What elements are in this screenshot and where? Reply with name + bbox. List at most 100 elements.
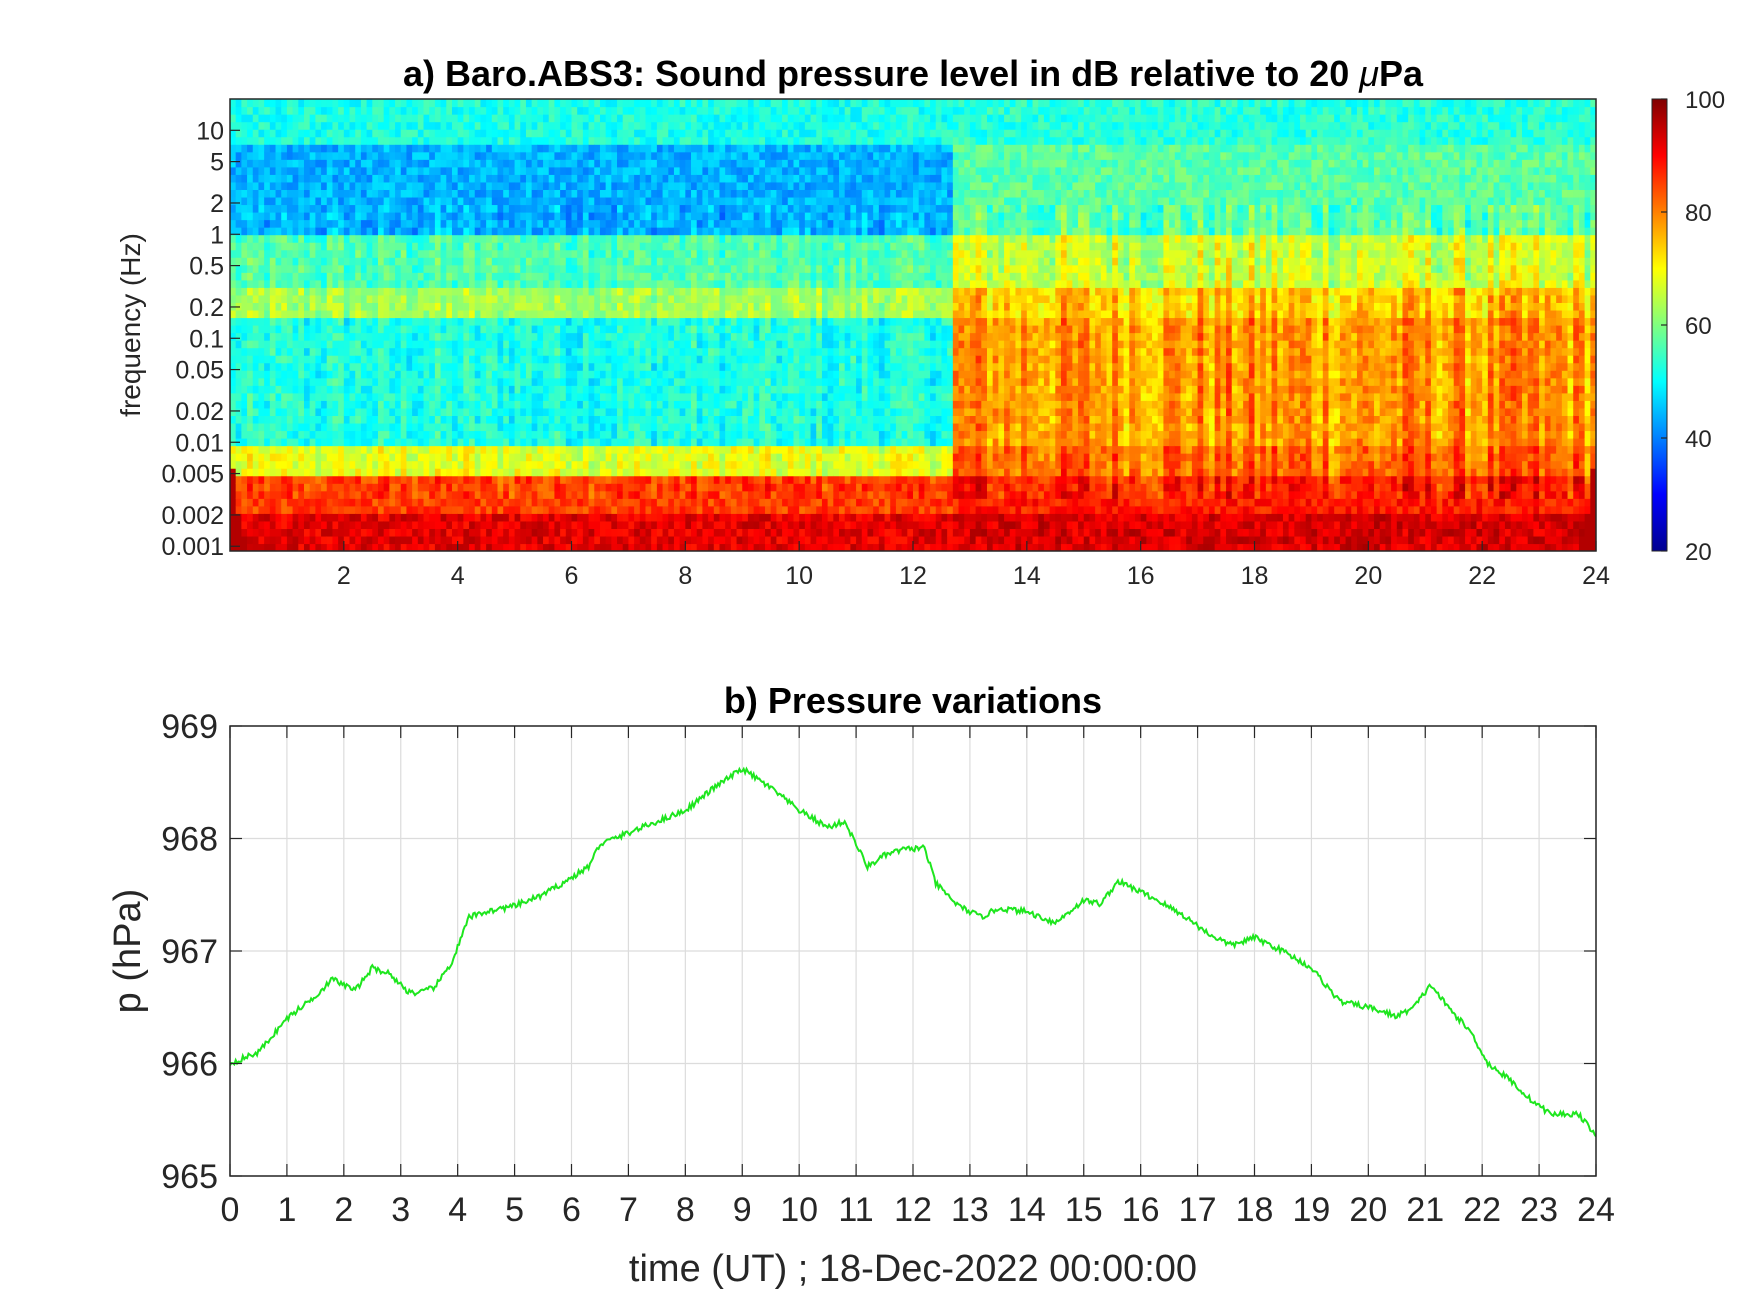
heatmap-cell xyxy=(662,438,669,447)
heatmap-cell xyxy=(497,392,504,401)
heatmap-cell xyxy=(599,159,607,168)
heatmap-cell xyxy=(508,498,516,507)
heatmap-cell xyxy=(531,144,538,153)
heatmap-cell xyxy=(377,513,385,522)
heatmap-cell xyxy=(582,355,590,364)
heatmap-cell xyxy=(451,129,459,138)
heatmap-cell xyxy=(577,181,584,190)
heatmap-cell xyxy=(457,400,464,409)
heatmap-cell xyxy=(252,151,260,160)
heatmap-cell xyxy=(417,475,425,484)
heatmap-cell xyxy=(457,483,464,492)
heatmap-cell xyxy=(275,453,282,462)
heatmap-cell xyxy=(525,490,533,499)
heatmap-cell xyxy=(451,106,459,115)
heatmap-cell xyxy=(560,445,567,454)
heatmap-cell xyxy=(577,151,584,160)
heatmap-cell xyxy=(594,528,601,537)
heatmap-cell xyxy=(469,189,476,198)
heatmap-cell xyxy=(520,438,527,447)
heatmap-cell xyxy=(451,460,459,469)
heatmap-cell xyxy=(520,99,527,108)
heatmap-cell xyxy=(429,309,436,319)
heatmap-cell xyxy=(292,490,299,499)
heatmap-cell xyxy=(611,99,618,108)
heatmap-cell xyxy=(645,483,652,492)
heatmap-cell xyxy=(543,377,550,386)
heatmap-cell xyxy=(360,166,368,175)
heatmap-cell xyxy=(525,264,533,273)
heatmap-cell xyxy=(315,121,322,130)
heatmap-cell xyxy=(309,355,316,364)
heatmap-cell xyxy=(446,385,453,394)
heatmap-cell xyxy=(343,483,351,492)
heatmap-cell xyxy=(230,377,237,386)
heatmap-cell xyxy=(622,475,630,484)
heatmap-cell xyxy=(594,400,601,409)
heatmap-cell xyxy=(360,535,368,545)
heatmap-cell xyxy=(247,309,254,319)
heatmap-cell xyxy=(264,347,271,356)
heatmap-cell xyxy=(434,460,442,469)
heatmap-cell xyxy=(377,151,385,160)
heatmap-cell xyxy=(605,257,612,266)
heatmap-cell xyxy=(235,528,242,537)
heatmap-cell xyxy=(241,528,248,537)
heatmap-cell xyxy=(406,415,413,424)
heatmap-cell xyxy=(577,475,584,484)
heatmap-cell xyxy=(560,279,567,288)
heatmap-cell xyxy=(269,317,277,326)
heatmap-cell xyxy=(525,325,533,334)
heatmap-cell xyxy=(326,151,334,160)
heatmap-cell xyxy=(252,144,260,153)
heatmap-cell xyxy=(582,317,590,326)
heatmap-cell xyxy=(292,370,299,379)
heatmap-cell xyxy=(349,279,356,288)
heatmap-cell xyxy=(622,212,630,221)
heatmap-cell xyxy=(480,362,487,371)
heatmap-cell xyxy=(486,355,493,364)
heatmap-cell xyxy=(588,106,595,115)
heatmap-cell xyxy=(230,129,237,138)
heatmap-cell xyxy=(463,151,470,160)
heatmap-cell xyxy=(412,422,419,432)
heatmap-cell xyxy=(349,121,356,130)
heatmap-cell xyxy=(247,106,254,115)
heatmap-cell xyxy=(372,219,379,228)
heatmap-cell xyxy=(429,159,436,168)
heatmap-cell xyxy=(332,264,339,273)
heatmap-cell xyxy=(286,264,294,273)
heatmap-cell xyxy=(275,460,282,469)
heatmap-cell xyxy=(383,475,390,484)
heatmap-cell xyxy=(343,166,351,175)
heatmap-cell xyxy=(269,535,277,545)
heatmap-cell xyxy=(349,302,356,311)
heatmap-cell xyxy=(309,483,316,492)
heatmap-cell xyxy=(406,174,413,183)
heatmap-cell xyxy=(286,317,294,326)
heatmap-cell xyxy=(440,189,447,198)
heatmap-cell xyxy=(497,543,504,551)
heatmap-cell xyxy=(582,460,590,469)
heatmap-cell xyxy=(321,181,328,190)
heatmap-cell xyxy=(446,114,453,123)
heatmap-cell xyxy=(406,264,413,273)
heatmap-cell xyxy=(537,347,544,356)
heatmap-cell xyxy=(269,294,277,303)
heatmap-cell xyxy=(651,460,658,469)
heatmap-cell xyxy=(406,535,413,545)
heatmap-cell xyxy=(594,460,601,469)
heatmap-cell xyxy=(360,294,368,303)
heatmap-cell xyxy=(400,136,408,145)
heatmap-cell xyxy=(366,513,373,522)
heatmap-cell xyxy=(315,309,322,319)
heatmap-cell xyxy=(639,302,647,311)
heatmap-cell xyxy=(588,114,595,123)
heatmap-cell xyxy=(628,272,635,281)
heatmap-cell xyxy=(685,121,692,130)
heatmap-cell xyxy=(252,129,260,138)
heatmap-cell xyxy=(525,106,533,115)
heatmap-cell xyxy=(673,159,681,168)
heatmap-cell xyxy=(355,513,362,522)
heatmap-cell xyxy=(389,407,396,416)
